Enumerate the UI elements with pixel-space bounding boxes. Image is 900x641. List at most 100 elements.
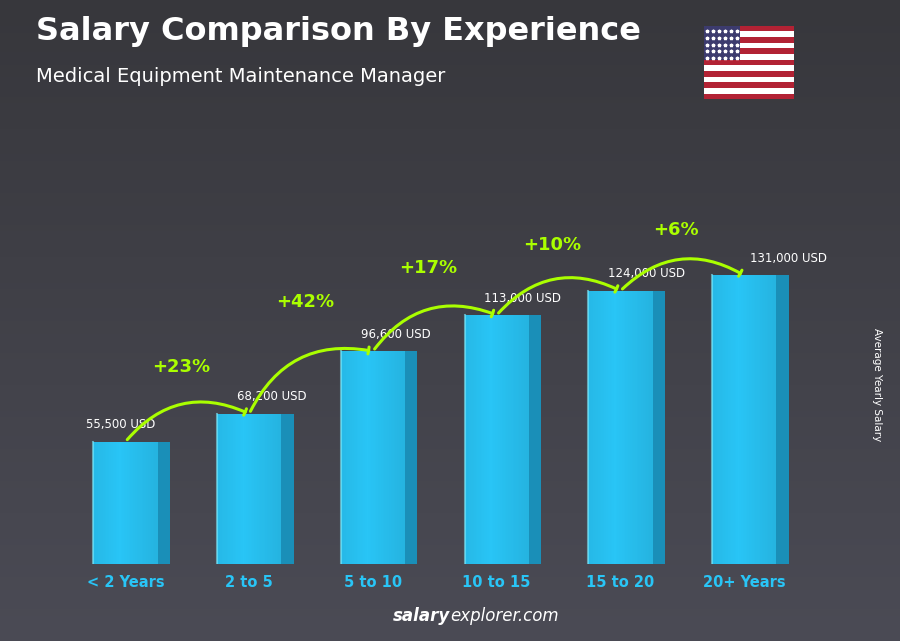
Bar bbox=[765, 276, 767, 564]
Bar bbox=[744, 276, 746, 564]
Bar bbox=[135, 442, 137, 564]
Bar bbox=[726, 276, 728, 564]
Bar bbox=[746, 276, 747, 564]
Bar bbox=[617, 291, 619, 564]
Bar bbox=[145, 442, 147, 564]
Bar bbox=[102, 442, 103, 564]
Bar bbox=[153, 442, 155, 564]
Bar bbox=[493, 315, 495, 564]
Bar bbox=[342, 351, 344, 564]
Bar bbox=[217, 414, 219, 564]
Bar bbox=[481, 315, 482, 564]
Bar bbox=[762, 276, 763, 564]
Bar bbox=[733, 276, 734, 564]
Bar bbox=[278, 414, 280, 564]
Bar bbox=[230, 414, 231, 564]
Bar bbox=[382, 351, 384, 564]
Bar bbox=[260, 414, 262, 564]
Bar bbox=[347, 351, 349, 564]
Bar bbox=[130, 442, 132, 564]
Bar bbox=[508, 315, 509, 564]
Bar bbox=[614, 291, 616, 564]
Polygon shape bbox=[777, 276, 788, 564]
Bar bbox=[704, 54, 794, 60]
Bar bbox=[252, 414, 254, 564]
Bar bbox=[245, 414, 246, 564]
Bar bbox=[364, 351, 366, 564]
Bar bbox=[399, 351, 400, 564]
Bar bbox=[256, 414, 257, 564]
Bar bbox=[266, 414, 267, 564]
Bar bbox=[704, 37, 794, 43]
Bar bbox=[155, 442, 156, 564]
Bar bbox=[626, 291, 627, 564]
Bar bbox=[219, 414, 220, 564]
Bar bbox=[140, 442, 141, 564]
Bar bbox=[519, 315, 521, 564]
Bar bbox=[391, 351, 392, 564]
Bar bbox=[597, 291, 598, 564]
Bar bbox=[751, 276, 752, 564]
Bar bbox=[704, 26, 740, 60]
Text: 55,500 USD: 55,500 USD bbox=[86, 418, 155, 431]
Bar bbox=[381, 351, 382, 564]
Bar bbox=[630, 291, 632, 564]
Bar bbox=[349, 351, 350, 564]
Bar bbox=[716, 276, 718, 564]
Bar bbox=[384, 351, 386, 564]
Bar bbox=[760, 276, 762, 564]
Bar bbox=[100, 442, 102, 564]
Bar bbox=[103, 442, 104, 564]
Bar bbox=[243, 414, 245, 564]
Bar bbox=[106, 442, 108, 564]
Text: +42%: +42% bbox=[275, 293, 334, 311]
Bar bbox=[740, 276, 741, 564]
Bar bbox=[476, 315, 477, 564]
Bar bbox=[704, 65, 794, 71]
Bar bbox=[755, 276, 757, 564]
Bar bbox=[704, 94, 794, 99]
Polygon shape bbox=[652, 291, 665, 564]
Bar bbox=[767, 276, 769, 564]
Text: 124,000 USD: 124,000 USD bbox=[608, 267, 685, 280]
Bar bbox=[608, 291, 609, 564]
Bar bbox=[516, 315, 517, 564]
Bar bbox=[491, 315, 492, 564]
Bar bbox=[474, 315, 476, 564]
Bar bbox=[471, 315, 473, 564]
Bar bbox=[742, 276, 744, 564]
Bar bbox=[770, 276, 771, 564]
Bar bbox=[632, 291, 634, 564]
Bar bbox=[94, 442, 96, 564]
Bar bbox=[704, 82, 794, 88]
Bar bbox=[704, 26, 794, 31]
Bar bbox=[468, 315, 469, 564]
Bar bbox=[370, 351, 372, 564]
Bar bbox=[129, 442, 130, 564]
Text: Salary Comparison By Experience: Salary Comparison By Experience bbox=[36, 16, 641, 47]
Bar bbox=[603, 291, 605, 564]
Bar bbox=[360, 351, 362, 564]
Polygon shape bbox=[405, 351, 418, 564]
Bar bbox=[601, 291, 603, 564]
Bar bbox=[111, 442, 112, 564]
Bar bbox=[280, 414, 282, 564]
Bar bbox=[722, 276, 724, 564]
Bar bbox=[628, 291, 630, 564]
Bar bbox=[704, 43, 794, 48]
Bar bbox=[620, 291, 622, 564]
Bar bbox=[121, 442, 122, 564]
Bar bbox=[112, 442, 114, 564]
Bar bbox=[757, 276, 759, 564]
Bar bbox=[98, 442, 100, 564]
Text: +23%: +23% bbox=[152, 358, 211, 376]
Bar bbox=[704, 31, 794, 37]
Bar bbox=[648, 291, 650, 564]
Bar bbox=[233, 414, 235, 564]
Bar bbox=[262, 414, 264, 564]
Text: +6%: +6% bbox=[653, 221, 699, 239]
Bar bbox=[642, 291, 643, 564]
Bar bbox=[482, 315, 484, 564]
Bar bbox=[724, 276, 726, 564]
Bar bbox=[507, 315, 508, 564]
